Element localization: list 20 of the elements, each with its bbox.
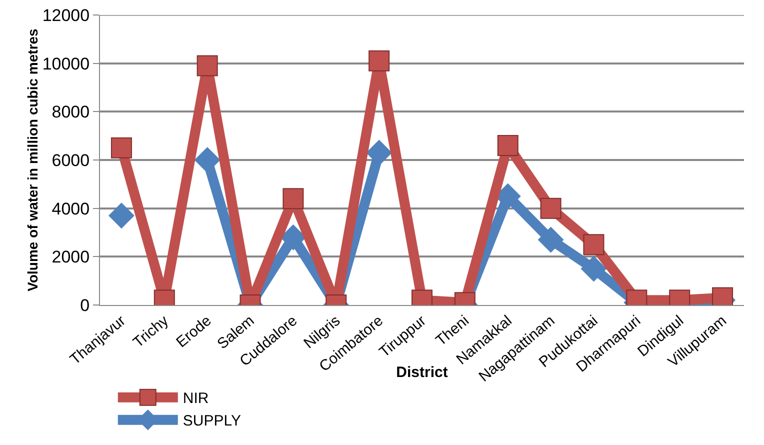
y-tick-label: 0: [80, 296, 90, 315]
point: [282, 188, 304, 210]
y-tick-label: 2000: [52, 248, 90, 267]
y-tick-label: 8000: [52, 102, 90, 122]
y-tick-label: 10000: [42, 54, 90, 74]
point: [108, 202, 134, 229]
y-tick-label: 6000: [52, 150, 90, 170]
point: [497, 135, 518, 156]
point: [540, 198, 562, 219]
legend-label: NIR: [182, 390, 209, 408]
x-axis-title: District: [396, 364, 448, 382]
point: [366, 140, 392, 166]
legend-label: SUPPLY: [182, 412, 241, 430]
point: [538, 226, 564, 253]
y-tick-label: 12000: [42, 6, 90, 25]
point: [110, 137, 132, 158]
y-axis-title: Volume of water in million cubic metres: [24, 28, 40, 292]
point: [194, 147, 220, 173]
point: [280, 224, 306, 250]
y-tick-label: 4000: [52, 199, 90, 218]
